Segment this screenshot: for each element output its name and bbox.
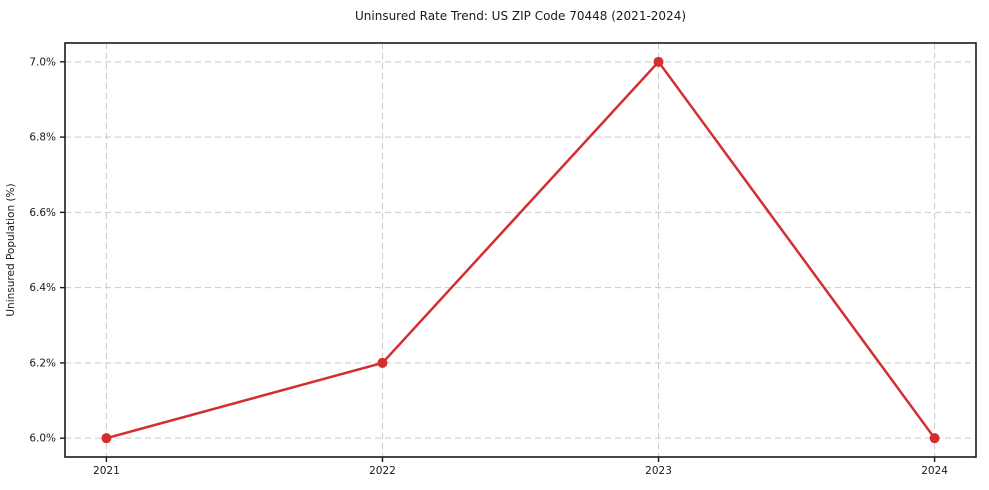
- y-tick-label: 7.0%: [29, 56, 56, 68]
- axes-box: [64, 42, 977, 458]
- data-point-marker: [653, 56, 664, 67]
- x-tick-label: 2023: [645, 465, 672, 477]
- data-point-marker: [929, 433, 940, 444]
- y-axis-label: Uninsured Population (%): [5, 183, 17, 316]
- y-tick-label: 6.2%: [29, 357, 56, 369]
- x-tick-label: 2022: [369, 465, 396, 477]
- data-point-marker: [377, 357, 388, 368]
- chart-title: Uninsured Rate Trend: US ZIP Code 70448 …: [354, 9, 687, 23]
- x-tick-label: 2021: [93, 465, 120, 477]
- y-tick-label: 6.0%: [29, 433, 56, 445]
- data-point-marker: [101, 433, 112, 444]
- y-tick-label: 6.4%: [29, 282, 56, 294]
- x-tick-label: 2024: [921, 465, 948, 477]
- y-tick-label: 6.8%: [29, 132, 56, 144]
- y-tick-label: 6.6%: [29, 207, 56, 219]
- trend-line: [105, 60, 936, 440]
